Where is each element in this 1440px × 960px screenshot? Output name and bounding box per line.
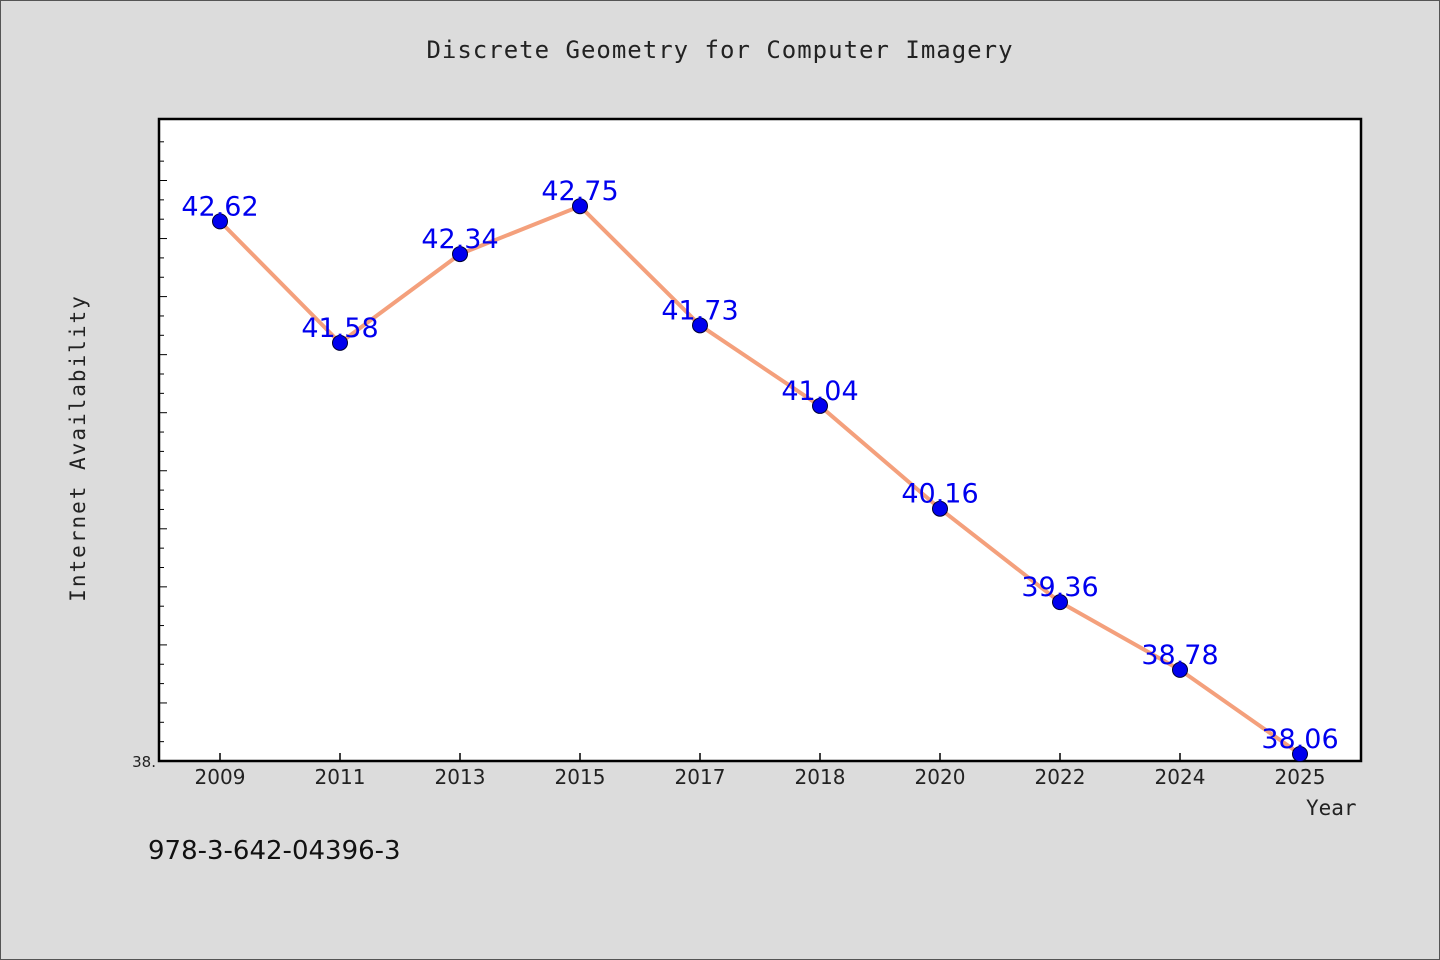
data-point bbox=[1172, 661, 1188, 678]
x-tick-label: 2022 bbox=[1035, 765, 1086, 789]
x-tick-label: 2009 bbox=[195, 765, 246, 789]
data-point bbox=[692, 317, 708, 334]
isbn-footer: 978-3-642-04396-3 bbox=[148, 836, 401, 866]
x-tick-label: 2024 bbox=[1155, 765, 1206, 789]
data-label: 38.78 bbox=[1141, 640, 1218, 671]
data-label: 39.36 bbox=[1021, 572, 1098, 603]
data-point bbox=[452, 246, 468, 263]
x-tick-label: 2011 bbox=[315, 765, 366, 789]
x-tick-label: 2020 bbox=[915, 765, 966, 789]
x-tick-label: 2017 bbox=[675, 765, 726, 789]
data-label: 42.75 bbox=[541, 176, 618, 207]
data-point bbox=[1292, 745, 1308, 762]
x-tick-label: 2015 bbox=[555, 765, 606, 789]
data-label: 42.62 bbox=[181, 191, 258, 222]
data-label: 41.73 bbox=[661, 295, 738, 326]
x-axis-label: Year bbox=[1306, 796, 1357, 820]
data-point bbox=[1052, 594, 1068, 611]
x-tick-label: 2013 bbox=[435, 765, 486, 789]
data-label: 38.06 bbox=[1261, 724, 1338, 755]
x-tick-label: 2018 bbox=[795, 765, 846, 789]
data-label: 40.16 bbox=[901, 479, 978, 510]
data-label: 42.34 bbox=[421, 224, 498, 255]
data-point bbox=[212, 213, 228, 230]
data-label: 41.04 bbox=[781, 376, 858, 407]
chart-title: Discrete Geometry for Computer Imagery bbox=[426, 36, 1014, 64]
data-point bbox=[332, 334, 348, 351]
data-point bbox=[932, 500, 948, 517]
series-line bbox=[218, 204, 1302, 756]
y-tick-label: 38. bbox=[132, 753, 156, 771]
data-label: 41.58 bbox=[301, 313, 378, 344]
x-tick-label: 2025 bbox=[1275, 765, 1326, 789]
plot-area bbox=[157, 117, 1363, 763]
data-point bbox=[812, 397, 828, 414]
data-point bbox=[572, 198, 588, 215]
